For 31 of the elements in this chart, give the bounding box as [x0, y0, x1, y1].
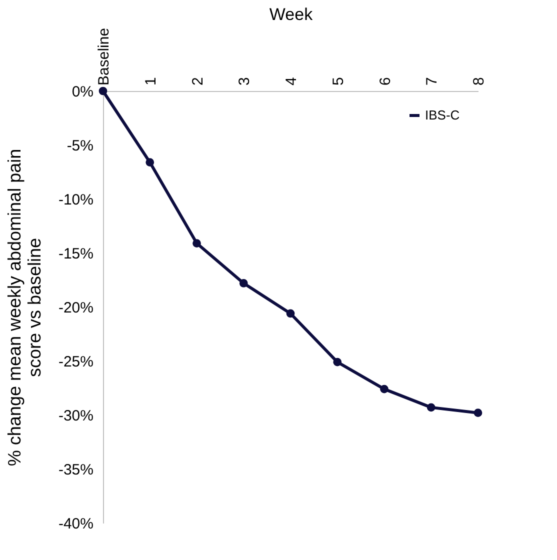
x-axis-title: Week: [269, 4, 314, 24]
y-tick-label: -30%: [58, 408, 94, 424]
text: % change mean weekly abdominal pain: [4, 148, 24, 466]
point: [333, 358, 342, 366]
point: [380, 384, 388, 394]
point: [192, 239, 201, 248]
y-tick-label: -5%: [66, 138, 94, 154]
x-tick-label: 1: [142, 77, 160, 86]
point: [426, 403, 436, 412]
point: [286, 309, 295, 318]
legend-label: IBS-C: [425, 108, 460, 122]
y-tick-label: -25%: [58, 354, 94, 370]
x-tick-label: 8: [470, 77, 488, 86]
x-tick-label: 3: [236, 77, 254, 86]
point: [146, 158, 154, 166]
x-tick-label: 6: [376, 77, 394, 86]
y-tick-label: -15%: [58, 246, 94, 262]
point: [239, 279, 248, 288]
y-tick-label: -20%: [58, 300, 94, 316]
y-tick-label: -10%: [58, 192, 94, 208]
x-tick-label: 7: [424, 77, 441, 86]
y-tick-label: -40%: [58, 516, 94, 532]
y-tick-label: 0%: [72, 84, 94, 100]
point: [98, 86, 108, 96]
point: [474, 408, 482, 418]
x-tick-label: 5: [330, 77, 347, 86]
y-tick-label: -35%: [58, 462, 94, 478]
text: score vs baseline: [24, 238, 44, 378]
x-tick-label: Baseline: [96, 28, 112, 86]
x-tick-label: 2: [189, 77, 206, 86]
x-tick-label: 4: [283, 77, 300, 86]
